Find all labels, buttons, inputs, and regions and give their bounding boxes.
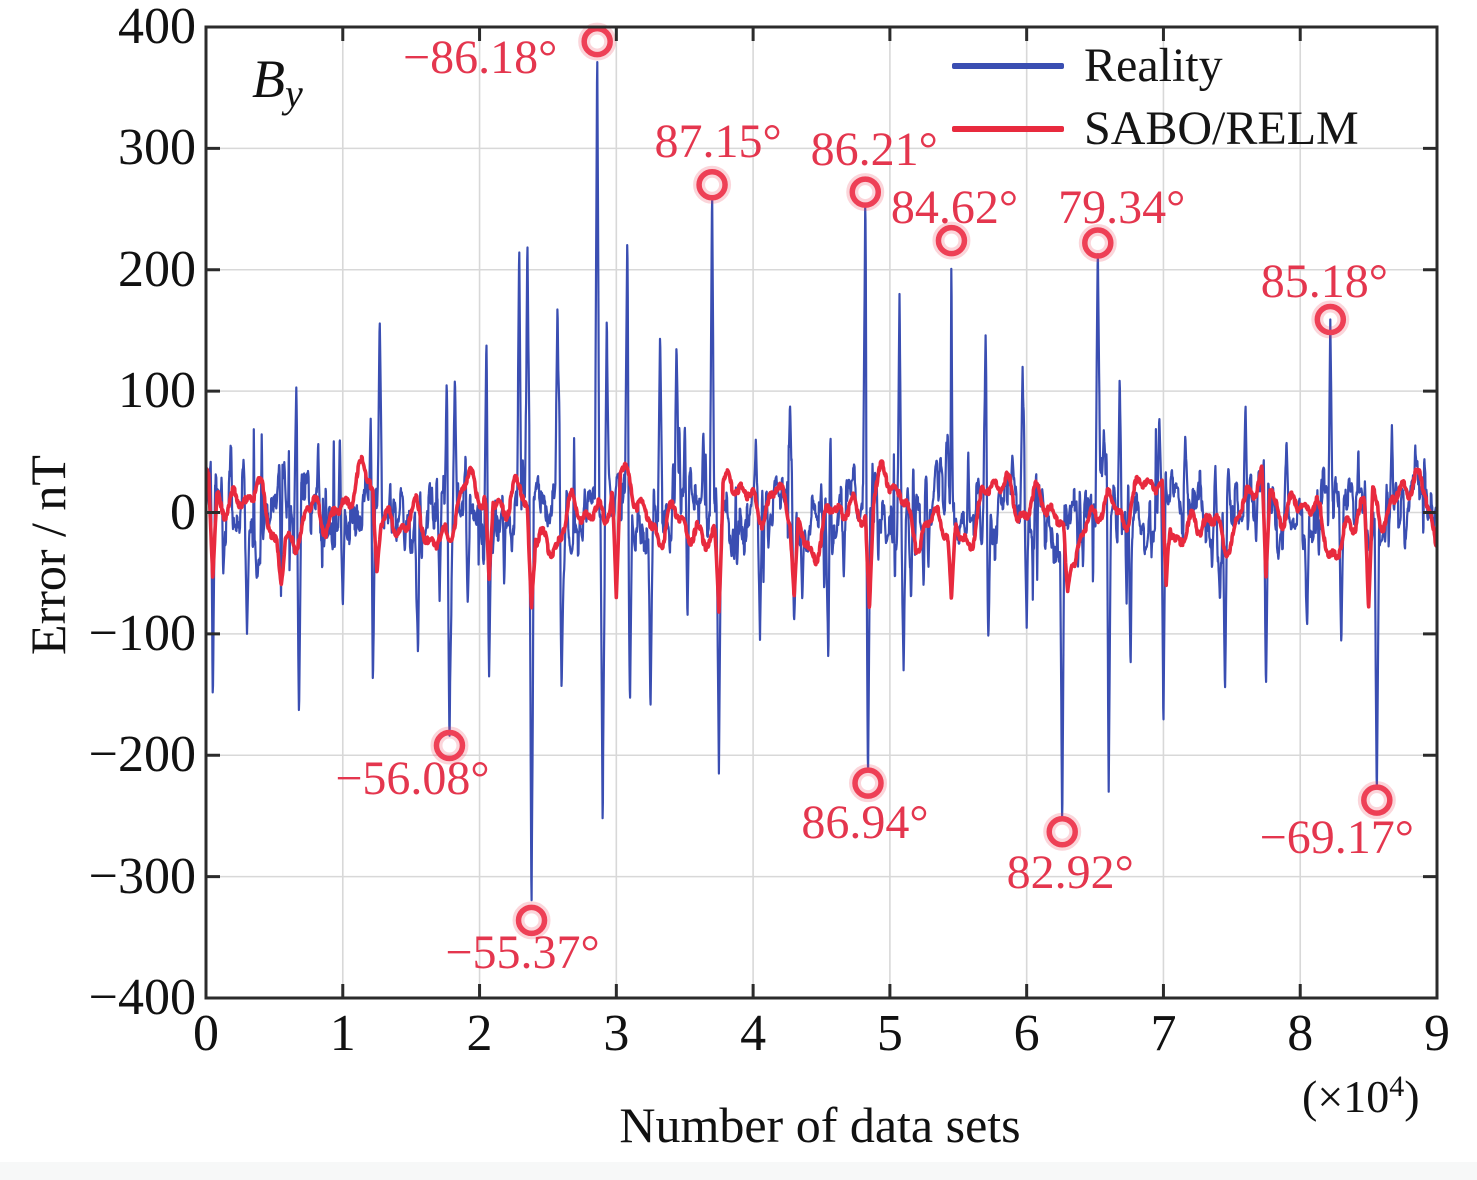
y-tick-label: 200 xyxy=(118,240,196,298)
series-line-sabo-relm xyxy=(206,454,1437,614)
y-tick-label: 300 xyxy=(118,119,196,177)
annotation-marker-circle xyxy=(515,904,548,937)
annotation-label: −56.08° xyxy=(335,751,490,805)
annotation-marker-circle xyxy=(1314,303,1347,336)
legend-item: Reality xyxy=(952,34,1359,97)
x-tick-label: 6 xyxy=(1013,1005,1040,1062)
series-corner-label: By xyxy=(252,49,303,114)
x-tick-label: 7 xyxy=(1150,1005,1177,1062)
annotation-marker-circle xyxy=(696,169,728,201)
annotation-marker-circle xyxy=(1046,815,1078,848)
legend-item: SABO/RELM xyxy=(952,97,1359,160)
x-scale-prefix: (×10 xyxy=(1302,1071,1390,1122)
x-scale-suffix: ) xyxy=(1404,1071,1420,1122)
corner-label-base: B xyxy=(252,49,285,109)
series-group xyxy=(206,60,1437,902)
y-tick-label: −400 xyxy=(88,969,196,1026)
x-axis-label: Number of data sets xyxy=(619,1097,1021,1153)
annotation-label: 84.62° xyxy=(890,180,1019,234)
annotation-label: 86.94° xyxy=(801,796,929,850)
annotation-label: 86.21° xyxy=(810,123,938,177)
annotation-marker-circle xyxy=(581,25,613,58)
annotation-marker-circle xyxy=(935,224,968,257)
x-scale-exponent: 4 xyxy=(1389,1070,1405,1103)
x-tick-label: 3 xyxy=(603,1005,630,1062)
y-tick-label: 100 xyxy=(118,362,196,420)
legend: Reality SABO/RELM xyxy=(952,34,1359,160)
x-tick-label: 5 xyxy=(876,1005,903,1062)
x-tick-label: 1 xyxy=(329,1005,356,1062)
annotation-label: −55.37° xyxy=(445,926,600,980)
x-tick-label: 8 xyxy=(1287,1005,1314,1062)
legend-line-swatch xyxy=(952,125,1064,132)
x-tick-label: 4 xyxy=(740,1005,767,1062)
annotation-label: 79.34° xyxy=(1058,181,1186,235)
y-tick-label: 400 xyxy=(118,0,196,55)
annotation-label: −69.17° xyxy=(1259,811,1414,865)
annotation-label: 82.92° xyxy=(1006,845,1134,899)
annotation-label: 85.18° xyxy=(1260,254,1388,308)
annotation-label: 87.15° xyxy=(654,114,782,168)
x-tick-label: 0 xyxy=(193,1005,219,1062)
y-tick-label: −100 xyxy=(88,604,196,662)
legend-line-swatch xyxy=(952,62,1064,69)
legend-label: Reality xyxy=(1084,39,1223,92)
x-axis-scale-label: (×104) xyxy=(1302,1071,1420,1122)
annotation-label: −86.18° xyxy=(403,30,558,84)
annotation-marker-circle xyxy=(1082,227,1114,259)
x-tick-label: 2 xyxy=(466,1005,493,1062)
annotation-marker-circle xyxy=(1361,784,1393,816)
series-line-reality xyxy=(206,60,1437,902)
y-tick-label: −200 xyxy=(88,726,196,784)
legend-label: SABO/RELM xyxy=(1084,102,1359,155)
annotation-marker-circle xyxy=(852,767,884,799)
footer-strip xyxy=(0,1162,1477,1180)
annotation-marker-circle xyxy=(849,176,882,208)
annotation-marker-circle xyxy=(433,729,466,762)
y-tick-label: −300 xyxy=(88,847,196,905)
x-tick-label: 9 xyxy=(1424,1005,1450,1062)
y-tick-label: 0 xyxy=(170,483,196,541)
corner-label-subscript: y xyxy=(285,71,303,116)
